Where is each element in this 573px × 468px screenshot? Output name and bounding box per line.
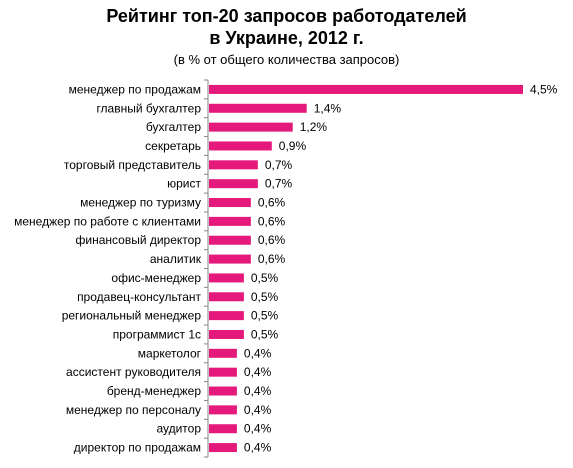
bar [209, 348, 237, 358]
bar [209, 405, 237, 415]
category-label: программист 1с [113, 327, 201, 341]
bar [209, 216, 251, 226]
category-label: офис-менеджер [111, 271, 201, 285]
value-label: 1,4% [314, 101, 342, 115]
category-label: торговый представитель [64, 158, 201, 172]
bar [209, 329, 244, 339]
value-label: 0,4% [244, 422, 272, 436]
chart-subtitle: (в % от общего количества запросов) [173, 52, 400, 67]
category-label: продавец-консультант [77, 290, 201, 304]
value-label: 0,5% [251, 290, 279, 304]
value-label: 0,4% [244, 346, 272, 360]
value-label: 1,2% [300, 120, 328, 134]
bar [209, 122, 293, 132]
bar [209, 254, 251, 264]
category-label: секретарь [145, 139, 201, 153]
bar [209, 179, 258, 189]
value-label: 0,6% [258, 233, 286, 247]
bar [209, 386, 237, 396]
category-label: региональный менеджер [62, 309, 202, 323]
value-label: 0,9% [279, 139, 307, 153]
value-label: 0,6% [258, 214, 286, 228]
bar [209, 84, 523, 94]
value-label: 0,4% [244, 403, 272, 417]
value-label: 0,6% [258, 196, 286, 210]
bar [209, 160, 258, 170]
category-label: аудитор [156, 422, 201, 436]
category-label: главный бухгалтер [96, 101, 201, 115]
category-label: бухгалтер [146, 120, 201, 134]
bar [209, 141, 272, 151]
bar [209, 311, 244, 321]
value-label: 0,7% [265, 158, 293, 172]
value-label: 0,6% [258, 252, 286, 266]
category-label: маркетолог [138, 346, 202, 360]
bar [209, 103, 307, 113]
category-label: директор по продажам [74, 441, 201, 455]
value-label: 0,4% [244, 365, 272, 379]
category-label: бренд-менеджер [107, 384, 202, 398]
bar [209, 273, 244, 283]
chart-title-line1: Рейтинг топ-20 запросов работодателей [106, 6, 467, 26]
category-label: аналитик [150, 252, 202, 266]
category-label: финансовый директор [76, 233, 202, 247]
bar [209, 292, 244, 302]
value-label: 0,7% [265, 177, 293, 191]
category-label: ассистент руководителя [66, 365, 201, 379]
value-label: 0,5% [251, 271, 279, 285]
chart-title-line2: в Украине, 2012 г. [209, 28, 364, 48]
bar [209, 198, 251, 208]
value-label: 0,4% [244, 441, 272, 455]
bar [209, 235, 251, 245]
bar [209, 443, 237, 453]
category-label: менеджер по работе с клиентами [14, 214, 201, 228]
category-label: менеджер по продажам [69, 82, 201, 96]
value-label: 0,4% [244, 384, 272, 398]
bar [209, 424, 237, 434]
value-label: 0,5% [251, 327, 279, 341]
bar [209, 367, 237, 377]
category-label: юрист [167, 177, 201, 191]
category-label: менеджер по туризму [80, 196, 201, 210]
category-label: менеджер по персоналу [66, 403, 201, 417]
value-label: 4,5% [530, 82, 558, 96]
value-label: 0,5% [251, 309, 279, 323]
